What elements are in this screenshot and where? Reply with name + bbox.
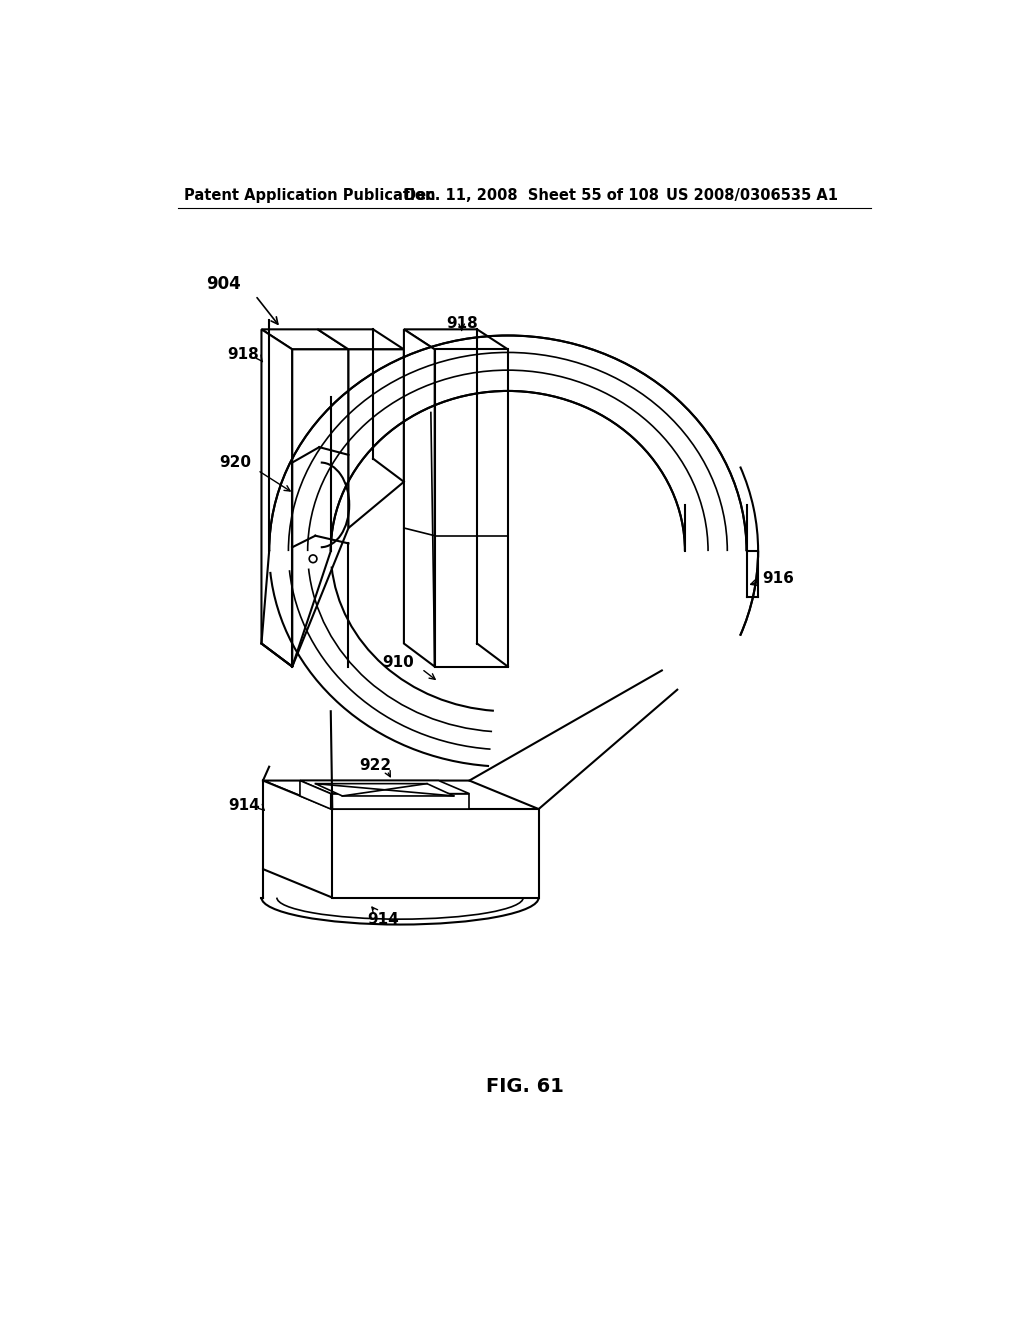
Text: Dec. 11, 2008  Sheet 55 of 108: Dec. 11, 2008 Sheet 55 of 108 (403, 187, 658, 203)
Text: 918: 918 (445, 317, 477, 331)
Text: 914: 914 (368, 912, 399, 927)
Text: FIG. 61: FIG. 61 (485, 1077, 564, 1096)
Polygon shape (263, 780, 333, 898)
Text: 918: 918 (227, 347, 259, 362)
Text: US 2008/0306535 A1: US 2008/0306535 A1 (666, 187, 838, 203)
Polygon shape (403, 330, 435, 667)
Text: 916: 916 (762, 570, 794, 586)
Polygon shape (315, 784, 454, 796)
Text: Patent Application Publication: Patent Application Publication (184, 187, 436, 203)
Text: 920: 920 (219, 455, 252, 470)
Polygon shape (435, 350, 508, 667)
Polygon shape (403, 330, 508, 350)
Text: 904: 904 (206, 275, 241, 293)
Text: 914: 914 (228, 797, 260, 813)
Polygon shape (261, 330, 292, 667)
Polygon shape (300, 780, 469, 793)
Polygon shape (317, 330, 403, 350)
Polygon shape (333, 809, 539, 898)
Text: 910: 910 (382, 655, 414, 671)
Polygon shape (292, 350, 348, 667)
Polygon shape (331, 793, 469, 809)
Polygon shape (261, 330, 348, 350)
Polygon shape (348, 350, 403, 528)
Polygon shape (300, 780, 331, 809)
Polygon shape (263, 780, 539, 809)
Text: 922: 922 (359, 758, 391, 772)
